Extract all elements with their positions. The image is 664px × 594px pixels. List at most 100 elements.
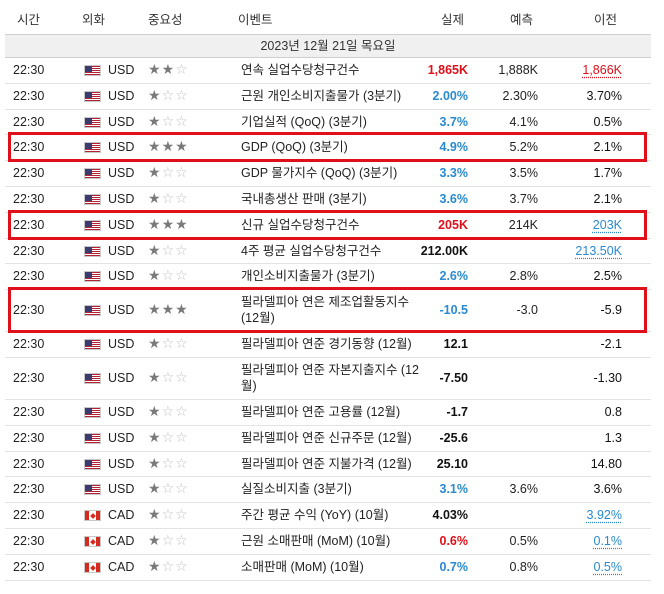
table-row[interactable]: 22:30 CAD ★☆☆ 근원 소매판매 (MoM) (10월) 0.6% 0.5% 0.… xyxy=(5,528,651,555)
star-filled-icon: ★ xyxy=(148,369,162,385)
table-row[interactable]: 22:30 USD ★☆☆ 필라델피아 연준 자본지출지수 (12월) -7.50 -1.… xyxy=(5,357,651,400)
star-filled-icon: ★ xyxy=(148,112,162,129)
event-name-link[interactable]: 실질소비지출 (3분기) xyxy=(241,482,352,497)
star-empty-icon: ☆ xyxy=(175,86,189,103)
actual-value: 2.6% xyxy=(439,269,469,284)
table-row[interactable]: 22:30 USD ★☆☆ 필라델피아 연준 지불가격 (12월) 25.10 14.80 xyxy=(5,451,651,478)
previous-value: 1.3 xyxy=(604,430,622,445)
star-empty-icon: ☆ xyxy=(175,61,189,77)
importance-stars: ★☆☆ xyxy=(148,267,208,283)
importance-stars: ★☆☆ xyxy=(148,190,208,206)
importance-stars: ★★☆ xyxy=(148,61,208,77)
currency-cell: CAD xyxy=(108,508,135,523)
time-cell: 22:30 xyxy=(13,88,45,103)
table-row[interactable]: 22:30 USD ★☆☆ 필라델피아 연준 경기동향 (12월) 12.1 -2.1 xyxy=(5,331,651,358)
importance-stars: ★☆☆ xyxy=(148,164,208,180)
header-importance[interactable]: 중요성 xyxy=(148,13,183,27)
table-header: 시간 외화 중요성 이벤트 실제 예측 이전 xyxy=(0,0,664,34)
previous-value: 14.80 xyxy=(590,456,622,471)
star-filled-icon: ★ xyxy=(175,301,189,318)
event-name-link[interactable]: 4주 평균 실업수당청구건수 xyxy=(241,243,382,258)
header-currency[interactable]: 외화 xyxy=(82,13,106,27)
table-row[interactable]: 22:30 USD ★☆☆ 근원 개인소비지출물가 (3분기) 2.00% 2.30% 3.… xyxy=(5,83,651,110)
previous-value[interactable]: 213.50K xyxy=(575,243,622,258)
forecast-value: 4.1% xyxy=(509,114,539,129)
table-row[interactable]: 22:30 USD ★★☆ 연속 실업수당청구건수 1,865K 1,888K 1,866K xyxy=(5,57,651,84)
table-row[interactable]: 22:30 CAD ★☆☆ 주간 평균 수익 (YoY) (10월) 4.03% 3.92… xyxy=(5,502,651,529)
event-name-link[interactable]: 주간 평균 수익 (YoY) (10월) xyxy=(241,508,389,523)
importance-stars: ★☆☆ xyxy=(148,87,208,103)
event-name-link[interactable]: GDP (QoQ) (3분기) xyxy=(241,140,348,155)
star-filled-icon: ★ xyxy=(148,403,162,419)
time-cell: 22:30 xyxy=(13,337,45,352)
header-time[interactable]: 시간 xyxy=(17,13,41,27)
importance-stars: ★★★ xyxy=(148,301,208,317)
previous-value[interactable]: 3.92% xyxy=(586,508,622,523)
star-empty-icon: ☆ xyxy=(175,164,189,181)
actual-value: 212.00K xyxy=(420,243,468,258)
table-row[interactable]: 22:30 USD ★☆☆ GDP 물가지수 (QoQ) (3분기) 3.3% 3.5% 1… xyxy=(5,160,651,187)
star-empty-icon: ☆ xyxy=(161,112,176,129)
table-row[interactable]: 22:30 USD ★☆☆ 4주 평균 실업수당청구건수 212.00K 213.50K xyxy=(5,238,651,265)
event-name-link[interactable]: 필라델피아 연준 고용률 (12월) xyxy=(241,405,401,419)
time-cell: 22:30 xyxy=(13,217,45,232)
header-forecast[interactable]: 예측 xyxy=(510,13,534,27)
table-row[interactable]: 22:30 USD ★☆☆ 필라델피아 연준 고용률 (12월) -1.7 0.8 xyxy=(5,399,651,426)
event-name-link[interactable]: 소매판매 (MoM) (10월) xyxy=(241,559,364,574)
event-name-link[interactable]: 개인소비지출물가 (3분기) xyxy=(241,269,375,284)
event-name-link[interactable]: 필라델피아 연준 경기동향 (12월) xyxy=(241,337,412,352)
event-name-link[interactable]: 필라델피아 연은 제조업활동지수 (12월) xyxy=(241,295,409,326)
star-empty-icon: ☆ xyxy=(175,506,189,523)
previous-value[interactable]: 203K xyxy=(592,217,622,232)
event-name-link[interactable]: GDP 물가지수 (QoQ) (3분기) xyxy=(241,166,398,181)
table-row[interactable]: 22:30 CAD ★☆☆ 소매판매 (MoM) (10월) 0.7% 0.8% 0.5% xyxy=(5,554,651,581)
header-actual[interactable]: 실제 xyxy=(441,13,465,27)
time-cell: 22:30 xyxy=(13,405,45,419)
event-name-link[interactable]: 필라델피아 연준 지불가격 (12월) xyxy=(241,456,412,471)
star-filled-icon: ★ xyxy=(161,215,176,232)
header-previous[interactable]: 이전 xyxy=(594,13,618,27)
star-filled-icon: ★ xyxy=(148,267,162,284)
star-filled-icon: ★ xyxy=(148,480,162,497)
event-name-link[interactable]: 신규 실업수당청구건수 xyxy=(241,217,360,232)
table-row[interactable]: 22:30 USD ★☆☆ 필라델피아 연준 신규주문 (12월) -25.6 1.3 xyxy=(5,425,651,452)
table-row[interactable]: 22:30 USD ★☆☆ 실질소비지출 (3분기) 3.1% 3.6% 3.6% xyxy=(5,476,651,504)
event-name-link[interactable]: 국내총생산 판매 (3분기) xyxy=(241,192,367,206)
event-name-link[interactable]: 근원 소매판매 (MoM) (10월) xyxy=(241,534,391,548)
actual-value: 4.9% xyxy=(439,140,469,155)
event-name-link[interactable]: 필라델피아 연준 자본지출지수 (12월) xyxy=(241,363,419,393)
previous-value: 0.5% xyxy=(593,114,623,129)
importance-stars: ★☆☆ xyxy=(148,480,208,496)
us-flag-icon xyxy=(84,194,101,205)
star-empty-icon: ☆ xyxy=(161,403,176,419)
previous-value[interactable]: 1,866K xyxy=(582,63,622,77)
previous-value[interactable]: 0.1% xyxy=(593,534,623,548)
event-name-link[interactable]: 근원 개인소비지출물가 (3분기) xyxy=(241,88,402,103)
currency-cell: USD xyxy=(108,140,135,155)
previous-value[interactable]: 0.5% xyxy=(593,559,623,574)
actual-value: 0.7% xyxy=(439,559,469,574)
table-row[interactable]: 22:30 USD ★☆☆ 국내총생산 판매 (3분기) 3.6% 3.7% 2.1% xyxy=(5,186,651,213)
star-empty-icon: ☆ xyxy=(161,506,176,523)
event-name-link[interactable]: 연속 실업수당청구건수 xyxy=(241,63,360,77)
event-name-link[interactable]: 필라델피아 연준 신규주문 (12월) xyxy=(241,430,412,445)
star-filled-icon: ★ xyxy=(148,301,162,318)
currency-cell: USD xyxy=(108,405,135,419)
importance-stars: ★☆☆ xyxy=(148,506,208,522)
importance-stars: ★☆☆ xyxy=(148,113,208,129)
star-empty-icon: ☆ xyxy=(161,241,176,258)
us-flag-icon xyxy=(84,142,101,154)
us-flag-icon xyxy=(84,373,101,384)
highlight-box xyxy=(8,287,647,334)
table-row[interactable]: 22:30 USD ★☆☆ 개인소비지출물가 (3분기) 2.6% 2.8% 2.5% xyxy=(5,263,651,291)
header-event[interactable]: 이벤트 xyxy=(238,13,273,27)
table-row[interactable]: 22:30 USD ★☆☆ 기업실적 (QoQ) (3분기) 3.7% 4.1% 0.5% xyxy=(5,109,651,136)
star-empty-icon: ☆ xyxy=(175,428,189,445)
currency-cell: USD xyxy=(108,114,135,129)
time-cell: 22:30 xyxy=(13,114,45,129)
currency-cell: USD xyxy=(108,217,135,232)
us-flag-icon xyxy=(84,90,101,102)
event-name-link[interactable]: 기업실적 (QoQ) (3분기) xyxy=(241,114,367,129)
us-flag-icon xyxy=(84,484,101,496)
time-cell: 22:30 xyxy=(13,508,45,523)
